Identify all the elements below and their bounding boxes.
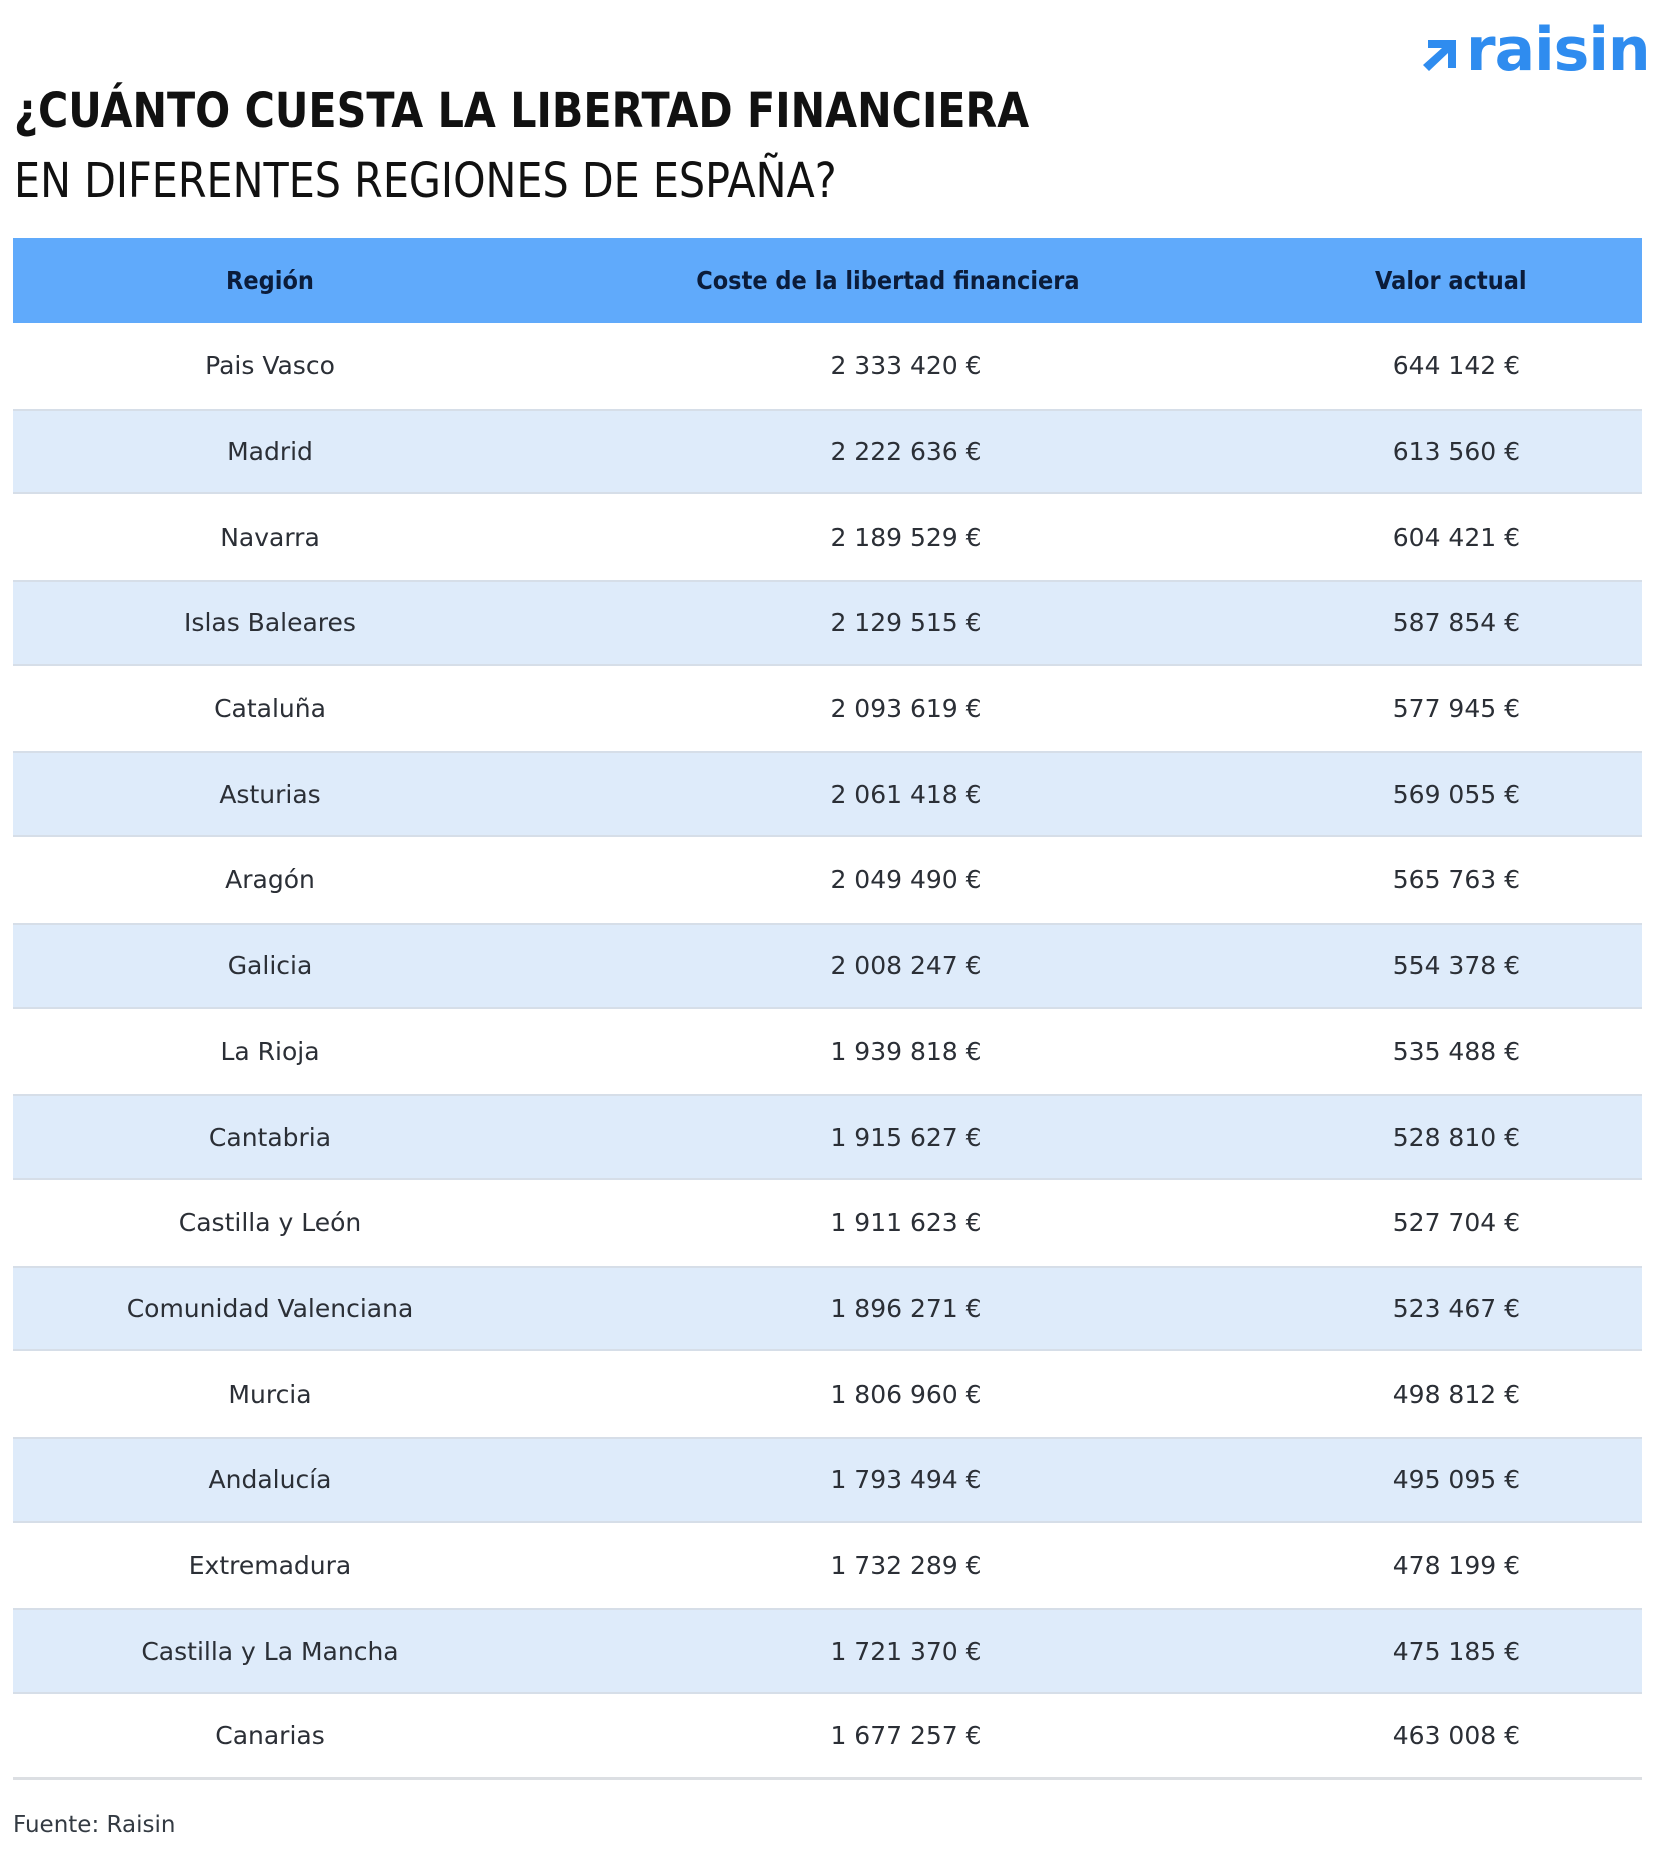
cell-valor: 478 199 € (1392, 1550, 1520, 1580)
cell-region: Aragón (225, 865, 315, 895)
cell-valor: 498 812 € (1392, 1379, 1520, 1409)
cell-coste: 2 008 247 € (830, 951, 982, 981)
title-line-2: EN DIFERENTES REGIONES DE ESPAÑA? (14, 153, 837, 209)
table-row: Cantabria 1 915 627 € 528 810 € (13, 1094, 1642, 1180)
table-row: Aragón 2 049 490 € 565 763 € (13, 837, 1642, 923)
cell-region: Cantabria (208, 1122, 332, 1152)
page-title: ¿CUÁNTO CUESTA LA LIBERTAD FINANCIERA EN… (14, 76, 1029, 216)
cell-region: Madrid (227, 437, 313, 467)
cell-valor: 587 854 € (1392, 608, 1520, 638)
cell-valor: 495 095 € (1392, 1465, 1520, 1495)
column-header-region: Región (226, 266, 314, 295)
cell-valor: 523 467 € (1392, 1293, 1520, 1323)
table-body: Pais Vasco 2 333 420 € 644 142 € Madrid 2 22… (13, 323, 1642, 1780)
cell-coste: 1 806 960 € (830, 1379, 982, 1409)
table-row: Asturias 2 061 418 € 569 055 € (13, 751, 1642, 838)
cell-coste: 2 189 529 € (830, 522, 982, 552)
table-row: Castilla y La Mancha 1 721 370 € 475 185 € (13, 1608, 1642, 1694)
table-row: Canarias 1 677 257 € 463 008 € (13, 1694, 1642, 1780)
cell-coste: 1 939 818 € (830, 1036, 982, 1066)
cell-coste: 2 093 619 € (830, 694, 982, 724)
logo-text: raisin (1466, 15, 1651, 85)
table-row: Andalucía 1 793 494 € 495 095 € (13, 1436, 1642, 1523)
cell-region: Islas Baleares (184, 608, 356, 638)
table-row: Navarra 2 189 529 € 604 421 € (13, 494, 1642, 580)
cell-region: Galicia (227, 951, 313, 981)
cell-region: Comunidad Valenciana (126, 1293, 414, 1323)
cell-valor: 463 008 € (1392, 1720, 1520, 1750)
cell-coste: 1 915 627 € (830, 1122, 982, 1152)
cell-valor: 644 142 € (1392, 351, 1520, 381)
cell-coste: 2 333 420 € (830, 351, 982, 381)
cell-coste: 1 677 257 € (830, 1720, 982, 1750)
cell-region: Murcia (228, 1379, 312, 1409)
cell-valor: 527 704 € (1392, 1208, 1520, 1238)
table-row: Castilla y León 1 911 623 € 527 704 € (13, 1180, 1642, 1266)
cell-coste: 2 061 418 € (830, 779, 982, 809)
cell-valor: 569 055 € (1392, 779, 1520, 809)
cell-region: Canarias (215, 1720, 325, 1750)
cell-coste: 1 732 289 € (830, 1550, 982, 1580)
cell-coste: 1 911 623 € (830, 1208, 982, 1238)
table-row: La Rioja 1 939 818 € 535 488 € (13, 1009, 1642, 1095)
cell-valor: 613 560 € (1392, 437, 1520, 467)
cell-region: Pais Vasco (205, 351, 335, 381)
cell-valor: 475 185 € (1392, 1636, 1520, 1666)
table-row: Galicia 2 008 247 € 554 378 € (13, 922, 1642, 1009)
table-row: Cataluña 2 093 619 € 577 945 € (13, 666, 1642, 752)
cell-region: Extremadura (188, 1550, 352, 1580)
source-note: Fuente: Raisin (13, 1812, 176, 1838)
cell-coste: 1 896 271 € (830, 1293, 982, 1323)
arrow-up-right-icon (1423, 40, 1456, 71)
cell-region: Andalucía (208, 1465, 332, 1495)
regions-table: Región Coste de la libertad financiera V… (13, 238, 1642, 1780)
cell-coste: 2 129 515 € (830, 608, 982, 638)
cell-coste: 2 049 490 € (830, 865, 982, 895)
cell-valor: 565 763 € (1392, 865, 1520, 895)
cell-region: Navarra (220, 522, 320, 552)
cell-valor: 604 421 € (1392, 522, 1520, 552)
cell-region: La Rioja (220, 1036, 320, 1066)
cell-coste: 1 793 494 € (830, 1465, 982, 1495)
table-row: Murcia 1 806 960 € 498 812 € (13, 1351, 1642, 1437)
raisin-logo: raisin (1422, 15, 1651, 85)
cell-region: Asturias (219, 779, 321, 809)
cell-valor: 528 810 € (1392, 1122, 1520, 1152)
table-row: Islas Baleares 2 129 515 € 587 854 € (13, 580, 1642, 666)
table-header: Región Coste de la libertad financiera V… (13, 238, 1642, 323)
cell-coste: 2 222 636 € (830, 437, 982, 467)
cell-valor: 554 378 € (1392, 951, 1520, 981)
table-row: Extremadura 1 732 289 € 478 199 € (13, 1523, 1642, 1609)
column-header-valor: Valor actual (1374, 266, 1527, 295)
table-row: Madrid 2 222 636 € 613 560 € (13, 408, 1642, 495)
cell-coste: 1 721 370 € (830, 1636, 982, 1666)
cell-region: Castilla y León (178, 1208, 362, 1238)
table-row: Comunidad Valenciana 1 896 271 € 523 467 € (13, 1265, 1642, 1352)
cell-region: Castilla y La Mancha (141, 1636, 399, 1666)
title-line-1: ¿CUÁNTO CUESTA LA LIBERTAD FINANCIERA (14, 83, 1030, 139)
cell-valor: 535 488 € (1392, 1036, 1520, 1066)
column-header-coste: Coste de la libertad financiera (696, 266, 1080, 295)
cell-region: Cataluña (214, 694, 326, 724)
table-row: Pais Vasco 2 333 420 € 644 142 € (13, 323, 1642, 409)
cell-valor: 577 945 € (1392, 694, 1520, 724)
